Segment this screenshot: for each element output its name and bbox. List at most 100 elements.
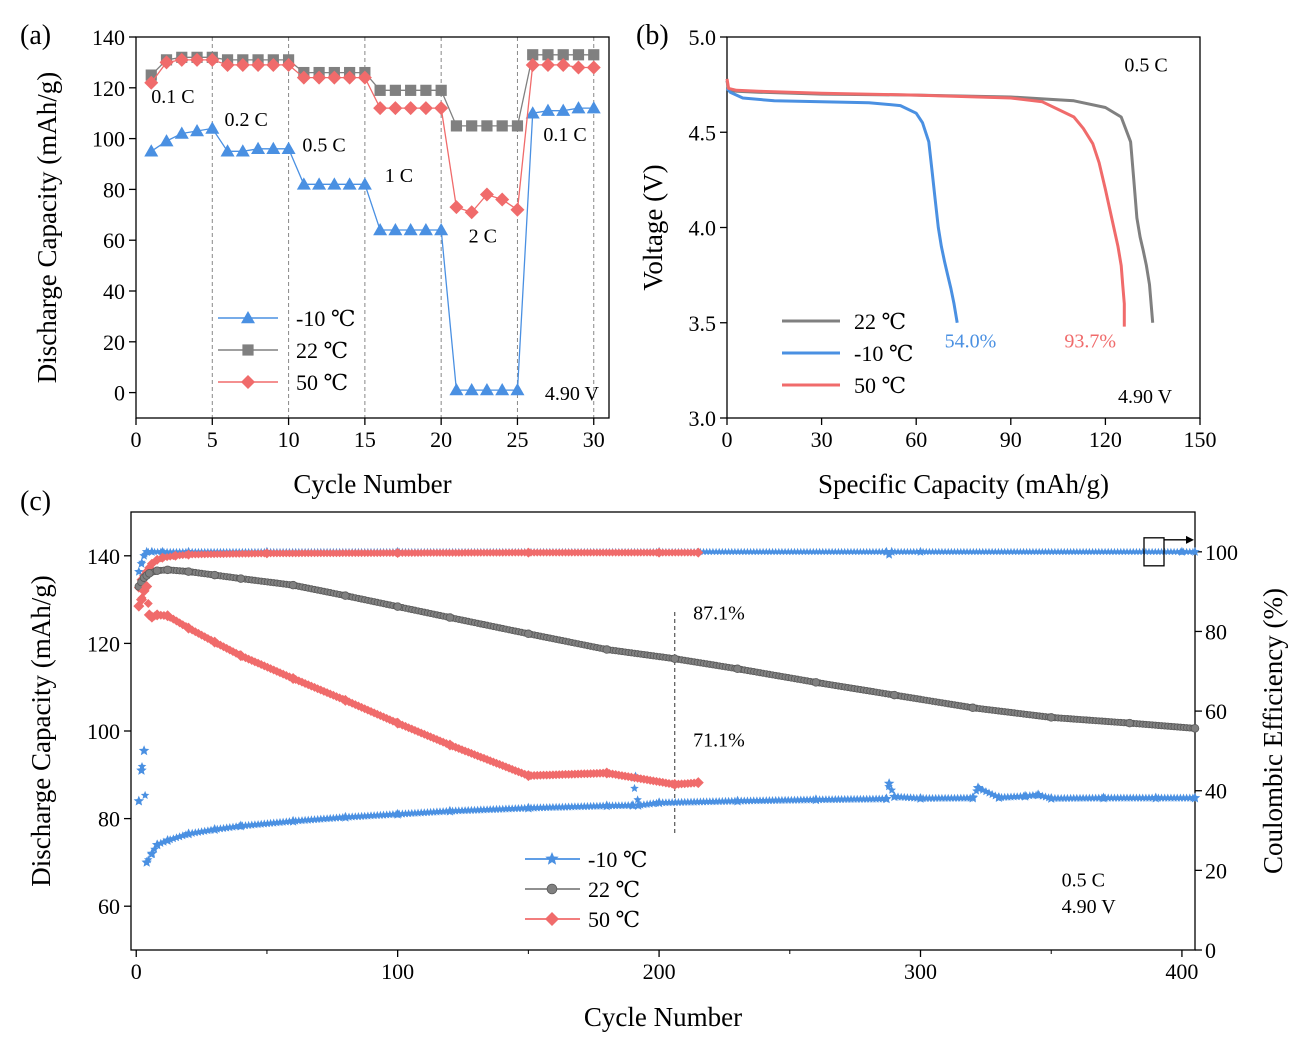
- data-point: [561, 802, 570, 811]
- data-point: [281, 141, 296, 155]
- data-point: [135, 594, 147, 606]
- data-point: [702, 547, 711, 556]
- legend-label: 50 ℃: [854, 373, 906, 398]
- data-point: [235, 650, 247, 662]
- data-point: [931, 547, 940, 556]
- data-point: [141, 546, 152, 556]
- data-point: [1046, 713, 1056, 722]
- data-point: [146, 848, 158, 859]
- data-point: [966, 547, 974, 556]
- data-point: [1145, 547, 1153, 556]
- data-point: [728, 547, 736, 556]
- data-point: [197, 827, 206, 836]
- data-point: [611, 801, 620, 810]
- legend-label: 22 ℃: [854, 309, 906, 334]
- x-tick-label: 300: [904, 959, 937, 984]
- data-point: [266, 818, 275, 827]
- legend-label: -10 ℃: [588, 847, 647, 872]
- legend-label: 50 ℃: [296, 370, 348, 395]
- data-point: [706, 547, 714, 556]
- plot-frame: [135, 36, 610, 419]
- data-point: [190, 123, 205, 137]
- data-point: [159, 55, 174, 70]
- data-point: [366, 811, 376, 820]
- data-point: [157, 546, 168, 556]
- data-point: [141, 856, 152, 867]
- data-point: [887, 785, 896, 794]
- data-point: [136, 764, 147, 775]
- data-point: [975, 547, 984, 556]
- legend-marker: [241, 311, 255, 324]
- legend: 22 ℃ -10 ℃ 50 ℃: [782, 309, 913, 398]
- data-point: [251, 57, 266, 72]
- y-tick-label: 4.5: [689, 120, 717, 145]
- data-point: [1069, 793, 1078, 802]
- data-point: [731, 547, 739, 556]
- data-point: [1150, 792, 1161, 803]
- data-point: [815, 547, 824, 556]
- y-tick-label: 140: [87, 544, 120, 569]
- data-point: [897, 547, 905, 556]
- data-point: [392, 717, 404, 729]
- data-point: [762, 547, 771, 556]
- data-point: [692, 777, 704, 789]
- data-point: [993, 792, 1005, 802]
- data-point: [145, 69, 157, 81]
- data-point: [256, 819, 266, 828]
- y-axis-label: Voltage (V): [638, 164, 668, 290]
- data-point: [840, 547, 849, 556]
- data-point: [1120, 547, 1128, 556]
- data-point: [991, 547, 1000, 556]
- data-point: [206, 825, 216, 834]
- y-tick-label: 40: [103, 279, 125, 304]
- data-point: [540, 103, 555, 116]
- data-point: [141, 580, 153, 592]
- data-point: [771, 547, 780, 556]
- data-point: [1000, 792, 1009, 801]
- voltage-annotation: 54.0%: [945, 331, 997, 353]
- data-point: [522, 770, 534, 782]
- data-point: [756, 547, 764, 556]
- data-point: [586, 801, 595, 810]
- data-point: [163, 565, 172, 575]
- data-point: [740, 796, 749, 805]
- x-tick-label: 20: [430, 427, 452, 452]
- data-point: [134, 566, 144, 576]
- data-point: [797, 547, 805, 556]
- data-point: [890, 690, 899, 700]
- rate-annotation: 0.2 C: [224, 109, 267, 131]
- x-axis-label: Cycle Number: [584, 1002, 742, 1032]
- data-point: [822, 547, 830, 556]
- data-point: [451, 806, 460, 815]
- data-point: [172, 833, 181, 842]
- data-point: [209, 824, 220, 834]
- data-point: [374, 84, 386, 96]
- data-point: [746, 547, 755, 556]
- x-axis-label: Cycle Number: [293, 469, 451, 499]
- data-point: [1129, 793, 1138, 802]
- x-tick-label: 90: [1000, 427, 1022, 452]
- y-tick-label: 3.0: [689, 406, 717, 431]
- data-point: [183, 622, 195, 634]
- data-point: [460, 806, 470, 815]
- data-point: [420, 84, 432, 96]
- data-point: [1000, 547, 1009, 556]
- data-point: [645, 799, 655, 808]
- x-tick-label: 150: [1184, 427, 1217, 452]
- data-point: [261, 548, 272, 559]
- data-point: [1186, 547, 1194, 556]
- y-tick-label: 4.0: [689, 216, 717, 241]
- data-point: [1060, 547, 1069, 556]
- voltage-annotation: 4.90 V: [1118, 386, 1173, 408]
- data-point: [434, 101, 449, 116]
- data-point: [883, 778, 895, 788]
- data-point: [586, 60, 601, 75]
- data-point: [312, 70, 327, 85]
- data-point: [572, 49, 585, 61]
- data-point: [633, 795, 642, 804]
- data-point: [231, 822, 241, 831]
- data-point: [209, 636, 221, 648]
- data-point: [426, 807, 435, 816]
- data-point: [393, 602, 402, 611]
